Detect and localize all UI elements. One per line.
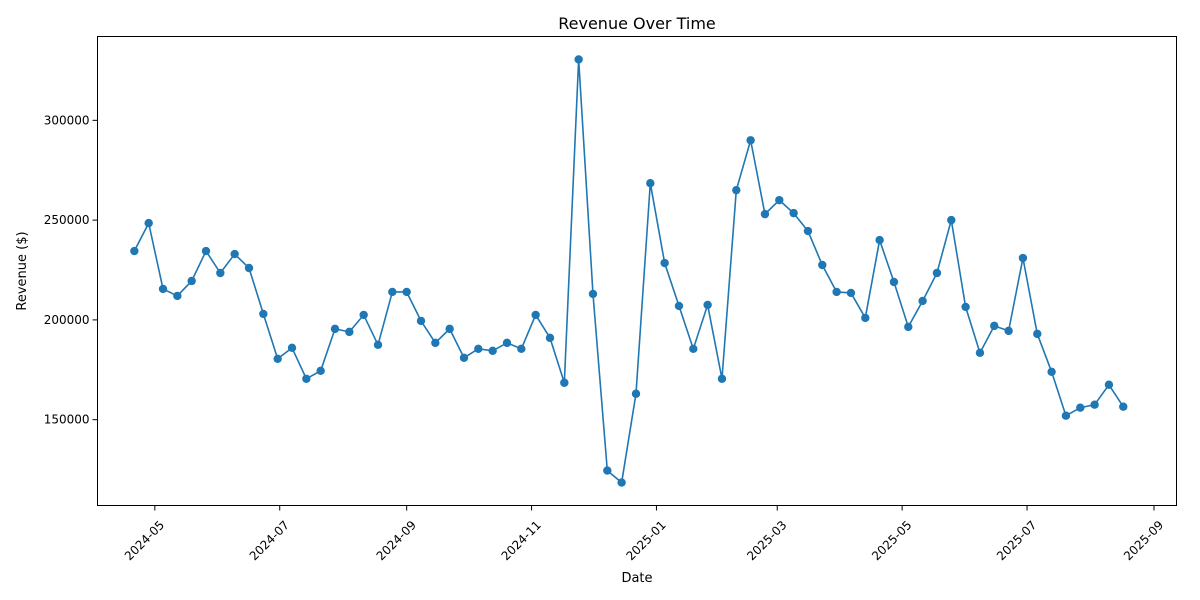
data-point (373, 340, 383, 350)
plot-frame (97, 36, 1177, 506)
data-point (302, 374, 311, 383)
data-point (803, 226, 813, 236)
data-point (961, 302, 970, 312)
data-point (689, 344, 698, 354)
y-axis: 150000 200000 250000 300000 (44, 113, 98, 427)
data-point (889, 277, 899, 287)
y-tick-label: 150000 (44, 413, 90, 427)
data-point (244, 263, 254, 273)
x-tick-label: 2024-07 (247, 518, 292, 563)
data-point (560, 378, 569, 387)
data-point (904, 322, 913, 332)
data-point (216, 268, 225, 278)
x-axis: 2024-05 2024-07 2024-09 2024-11 2025-01 2025-… (122, 505, 1166, 563)
data-point (488, 346, 497, 356)
data-point (603, 466, 612, 475)
data-point (517, 344, 526, 354)
data-point (259, 309, 268, 319)
data-point (316, 366, 325, 375)
revenue-series-line (133, 59, 1124, 485)
revenue-series-points (130, 55, 1128, 487)
data-point (760, 209, 770, 219)
data-point (746, 136, 755, 145)
data-point (1076, 403, 1085, 412)
data-point (445, 324, 454, 334)
data-point (574, 55, 583, 64)
data-point (173, 291, 182, 301)
data-point (416, 316, 426, 326)
x-tick-label: 2025-03 (744, 518, 789, 563)
data-point (345, 327, 354, 337)
data-point (187, 276, 196, 286)
data-point (402, 287, 411, 297)
data-point (144, 218, 153, 228)
data-point (1018, 253, 1028, 263)
data-point (674, 301, 684, 311)
data-point (545, 333, 555, 343)
y-tick-label: 300000 (44, 113, 90, 127)
data-point (273, 354, 282, 364)
y-tick-label: 250000 (44, 213, 90, 227)
data-point (1004, 326, 1013, 336)
x-tick-label: 2024-05 (122, 518, 167, 563)
data-point (818, 260, 827, 270)
data-point (932, 268, 942, 278)
x-tick-label: 2025-09 (1121, 518, 1166, 563)
data-point (660, 258, 669, 268)
data-point (918, 296, 927, 306)
data-point (947, 215, 956, 225)
data-point (474, 344, 483, 354)
data-point (861, 313, 870, 323)
chart-title: Revenue Over Time (558, 14, 716, 33)
data-point (875, 235, 884, 245)
data-point (990, 321, 999, 331)
data-point (646, 178, 655, 188)
data-point (1104, 380, 1114, 389)
data-point (1090, 400, 1099, 409)
data-point (158, 284, 168, 294)
x-tick-label: 2025-07 (994, 518, 1039, 563)
data-point (631, 389, 641, 398)
y-tick-label: 200000 (44, 313, 90, 327)
data-point (431, 338, 440, 348)
data-point (287, 343, 297, 353)
data-point (588, 289, 598, 299)
data-point (703, 300, 712, 310)
x-tick-label: 2024-11 (499, 518, 544, 563)
data-point (359, 310, 368, 320)
data-point (388, 287, 397, 297)
data-point (201, 246, 211, 256)
data-point (502, 338, 512, 348)
data-point (717, 374, 727, 383)
x-tick-label: 2024-09 (374, 518, 419, 563)
data-point (975, 348, 985, 358)
data-point (617, 478, 626, 487)
data-point (459, 353, 469, 363)
data-point (531, 310, 540, 320)
data-point (130, 246, 139, 256)
x-axis-label: Date (621, 571, 652, 586)
data-point (832, 287, 841, 297)
data-point (1119, 402, 1128, 411)
data-point (230, 249, 239, 259)
x-tick-label: 2025-05 (869, 518, 914, 563)
data-point (1061, 411, 1071, 420)
data-point (846, 288, 856, 298)
x-tick-label: 2025-01 (623, 518, 668, 563)
data-point (1033, 329, 1042, 339)
data-point (789, 208, 798, 218)
data-point (330, 324, 340, 334)
data-point (1047, 367, 1056, 376)
data-point (775, 195, 784, 205)
y-axis-label: Revenue ($) (15, 231, 30, 310)
data-point (732, 185, 741, 195)
